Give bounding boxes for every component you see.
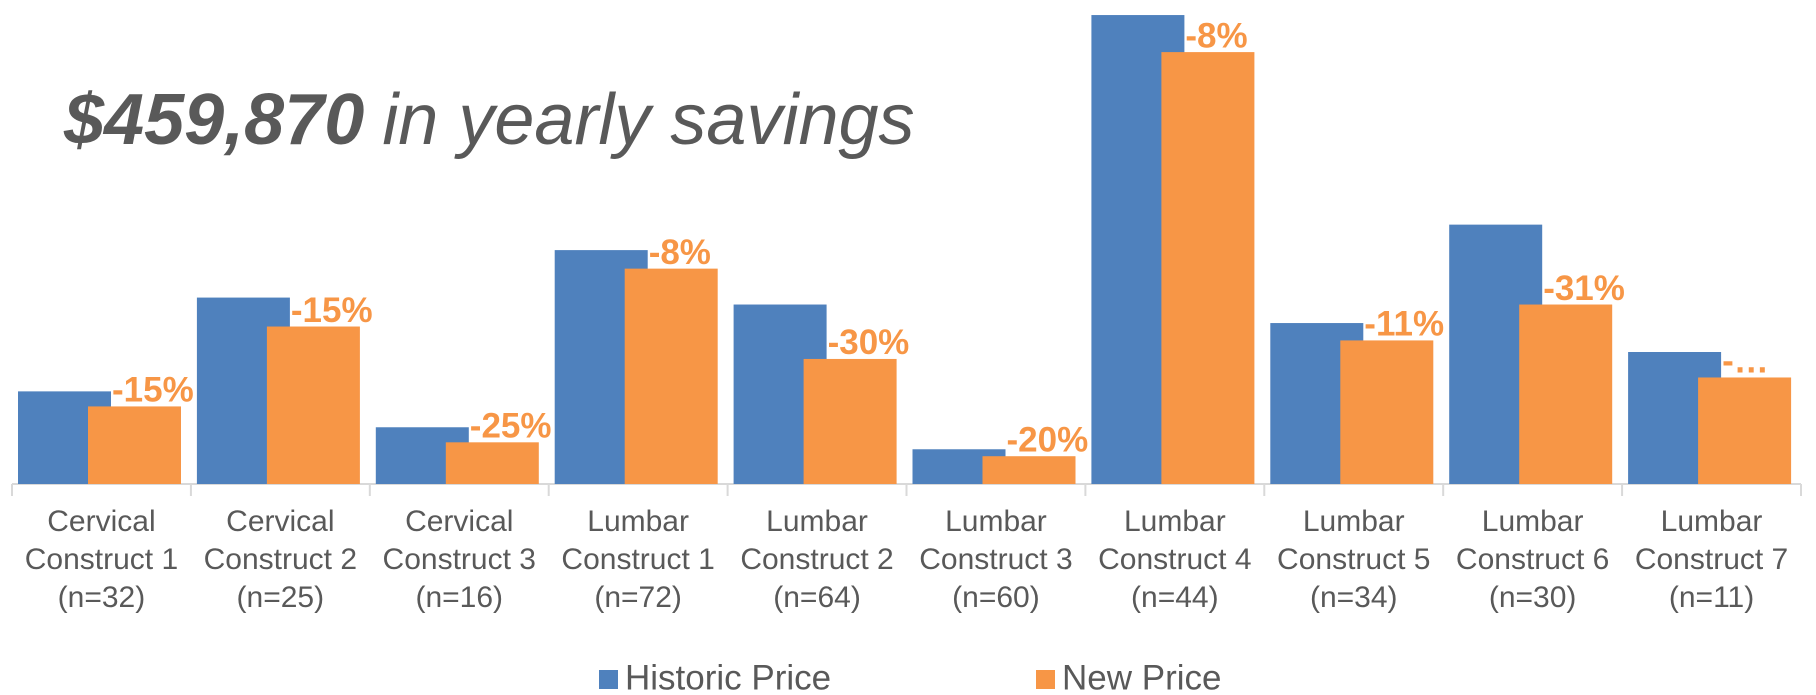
change-label: -… (1722, 342, 1769, 381)
bar (1161, 52, 1255, 485)
change-label: -25% (470, 407, 552, 446)
change-label: -8% (1185, 16, 1247, 55)
legend-label: Historic Price (625, 658, 831, 695)
bar (1698, 377, 1792, 484)
legend-swatch (1036, 670, 1055, 689)
change-label: -15% (112, 371, 194, 410)
bar (1519, 304, 1613, 484)
bar (88, 406, 181, 484)
change-label: -31% (1543, 269, 1625, 308)
change-label: -30% (828, 323, 910, 362)
x-tick-label: Lumbar Construct 4 (n=44) (1098, 505, 1252, 614)
headline-text: in yearly savings (382, 80, 914, 160)
legend-label: New Price (1062, 658, 1221, 695)
change-label: -15% (291, 291, 373, 330)
headline-amount: $459,870 (63, 80, 364, 160)
x-tick-label: Lumbar Construct 2 (n=64) (740, 505, 894, 614)
bar (803, 358, 897, 484)
bar (1340, 340, 1434, 484)
x-tick-label: Lumbar Construct 6 (n=30) (1455, 505, 1610, 614)
x-tick-label: Lumbar Construct 7 (n=11) (1634, 505, 1789, 614)
headline: $459,870 in yearly savings (63, 80, 915, 160)
change-label: -11% (1364, 305, 1444, 344)
bar (624, 268, 718, 484)
x-tick-label: Cervical Construct 1 (n=32) (24, 505, 179, 614)
bar (982, 456, 1076, 484)
bar (445, 442, 539, 484)
x-tick-label: Lumbar Construct 5 (n=34) (1277, 505, 1431, 614)
bar (266, 326, 360, 484)
change-label: -20% (1007, 420, 1089, 459)
legend-swatch (599, 670, 618, 689)
x-tick-label: Lumbar Construct 3 (n=60) (919, 505, 1073, 614)
change-label: -8% (649, 233, 711, 272)
x-tick-label: Cervical Construct 3 (n=16) (382, 505, 536, 614)
x-tick-label: Cervical Construct 2 (n=25) (203, 505, 358, 614)
x-tick-label: Lumbar Construct 1 (n=72) (561, 505, 715, 614)
